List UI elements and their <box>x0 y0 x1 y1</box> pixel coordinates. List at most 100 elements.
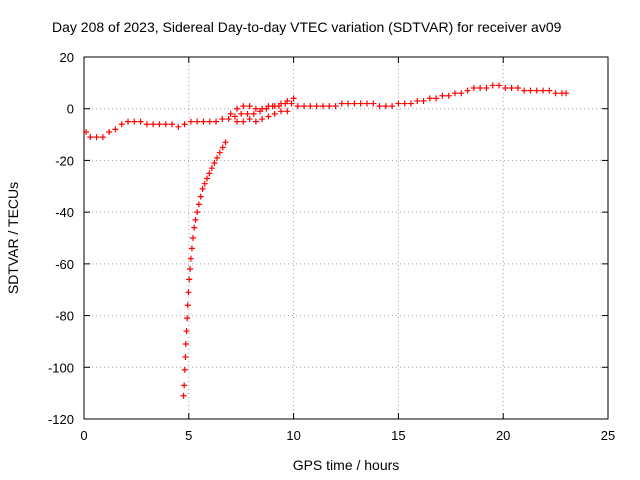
series-upper-band <box>227 95 297 117</box>
data-point <box>357 100 364 107</box>
data-point <box>508 85 515 92</box>
data-point <box>470 85 477 92</box>
y-tick-label: 20 <box>60 50 74 65</box>
y-tick-label: -40 <box>55 205 74 220</box>
data-point <box>246 116 253 123</box>
y-tick-label: -60 <box>55 257 74 272</box>
data-point <box>185 289 192 296</box>
data-point <box>234 118 241 125</box>
data-point <box>214 154 221 161</box>
data-point <box>527 87 534 94</box>
data-point <box>125 118 132 125</box>
data-point <box>195 201 202 208</box>
data-point <box>284 97 291 104</box>
data-point <box>521 87 528 94</box>
data-point <box>259 105 266 112</box>
data-point <box>169 121 176 128</box>
data-point <box>201 180 208 187</box>
data-point <box>183 328 190 335</box>
grid-lines <box>84 57 608 419</box>
data-point <box>181 382 188 389</box>
data-point <box>313 103 320 110</box>
y-tick-label: 0 <box>67 102 74 117</box>
data-point <box>197 193 204 200</box>
data-point <box>184 315 191 322</box>
data-point <box>458 90 465 97</box>
data-point <box>222 139 229 146</box>
data-point <box>451 90 458 97</box>
data-point <box>382 103 389 110</box>
data-point <box>290 95 297 102</box>
data-point <box>189 235 196 241</box>
data-point <box>514 85 521 92</box>
data-point <box>131 118 138 125</box>
data-point <box>187 118 194 125</box>
data-point <box>294 103 301 110</box>
series-main-track <box>83 82 570 141</box>
series-rising-arc <box>180 139 229 399</box>
data-point <box>240 103 247 110</box>
data-point <box>552 90 559 97</box>
data-point <box>225 116 232 123</box>
data-point <box>244 110 251 117</box>
data-point <box>563 90 570 97</box>
data-point <box>307 103 314 110</box>
data-point <box>252 118 259 125</box>
data-point <box>227 110 234 117</box>
data-point <box>216 149 223 156</box>
data-point <box>426 95 433 102</box>
data-point <box>420 97 427 104</box>
data-point <box>156 121 163 128</box>
data-point <box>496 82 503 89</box>
data-point <box>483 85 490 92</box>
data-point <box>182 341 189 348</box>
data-point <box>278 108 285 115</box>
data-point <box>175 123 182 130</box>
data-point <box>271 110 278 117</box>
data-point <box>351 100 358 107</box>
data-point <box>181 366 188 373</box>
x-tick-label: 0 <box>80 428 87 443</box>
data-point <box>137 118 144 125</box>
data-point <box>199 185 206 192</box>
data-point <box>407 100 414 107</box>
x-tick-label: 5 <box>185 428 192 443</box>
data-point <box>345 100 352 107</box>
plot-frame <box>83 56 609 420</box>
data-point <box>194 118 201 125</box>
data-point <box>338 100 345 107</box>
data-point <box>204 175 211 182</box>
data-point <box>187 255 194 262</box>
data-point <box>477 85 484 92</box>
x-axis-label: GPS time / hours <box>293 457 400 473</box>
data-point <box>401 100 408 107</box>
data-point <box>219 116 226 123</box>
data-point <box>162 121 169 128</box>
x-tick-label: 15 <box>391 428 405 443</box>
data-point <box>83 128 90 135</box>
data-point <box>206 118 213 125</box>
data-point <box>301 103 308 110</box>
data-point <box>231 113 238 120</box>
data-point <box>252 105 259 112</box>
data-point <box>206 170 213 177</box>
data-points <box>83 82 570 399</box>
data-point <box>184 302 191 309</box>
data-point <box>439 92 446 99</box>
data-point <box>240 118 247 125</box>
data-point <box>194 209 201 216</box>
data-point <box>211 160 218 167</box>
data-point <box>234 105 241 112</box>
data-point <box>93 134 100 141</box>
y-axis-label: SDTVAR / TECUs <box>5 182 21 294</box>
data-point <box>250 110 257 117</box>
data-point <box>181 121 188 128</box>
data-point <box>265 113 272 120</box>
data-point <box>188 245 195 252</box>
data-point <box>376 103 383 110</box>
data-point <box>414 97 421 104</box>
data-point <box>319 103 326 110</box>
data-point <box>502 85 509 92</box>
data-point <box>200 118 207 125</box>
